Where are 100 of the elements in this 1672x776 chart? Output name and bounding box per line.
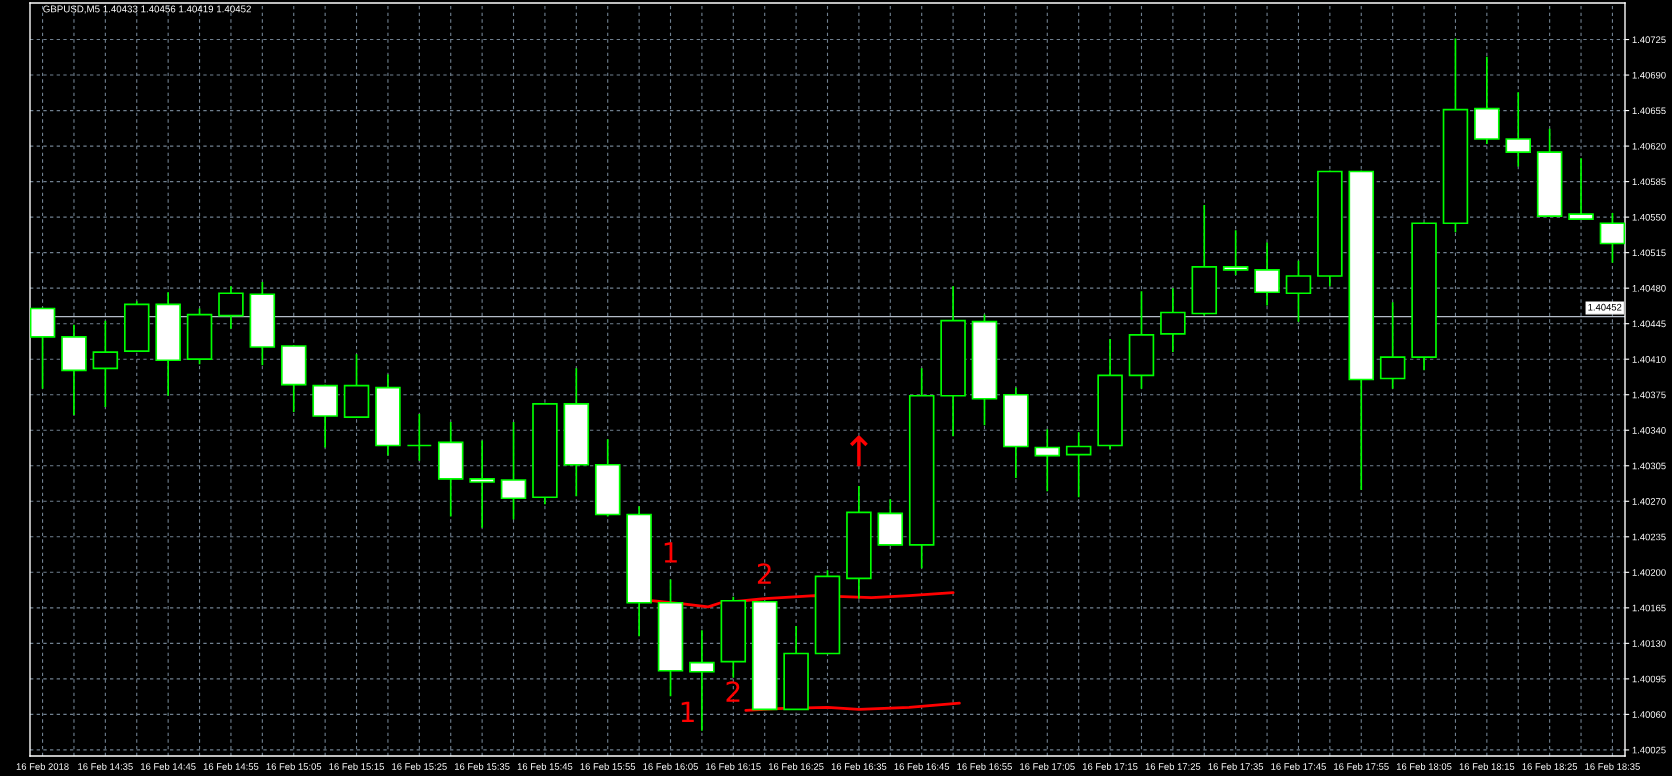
annotation: 2 bbox=[757, 563, 771, 584]
candlestick bbox=[908, 367, 935, 570]
candlestick bbox=[406, 413, 433, 462]
x-tick-label: 16 Feb 17:45 bbox=[1271, 762, 1326, 770]
candlestick bbox=[1254, 241, 1280, 307]
candlestick bbox=[1285, 259, 1312, 323]
x-tick-label: 16 Feb 16:55 bbox=[957, 762, 1012, 770]
chart-title: GBPUSD,M5 1.40433 1.40456 1.40419 1.40452 bbox=[43, 5, 251, 14]
y-tick-label: 1.40200 bbox=[1632, 569, 1666, 576]
candlestick bbox=[720, 595, 747, 679]
x-tick-label: 16 Feb 2018 bbox=[16, 762, 69, 770]
candlestick bbox=[1034, 428, 1061, 492]
candlestick bbox=[1065, 431, 1092, 499]
candlestick bbox=[1505, 91, 1532, 168]
y-tick-label: 1.40235 bbox=[1632, 533, 1666, 541]
x-tick-label: 16 Feb 15:55 bbox=[580, 762, 636, 770]
x-tick-label: 16 Feb 16:35 bbox=[831, 762, 887, 770]
y-tick-label: 1.40340 bbox=[1632, 427, 1666, 434]
candlestick bbox=[155, 291, 181, 397]
candlestick bbox=[626, 505, 652, 638]
candlestick bbox=[846, 485, 872, 600]
candlestick bbox=[1191, 204, 1218, 317]
x-tick-label: 16 Feb 18:25 bbox=[1522, 762, 1578, 770]
candlestick bbox=[280, 344, 307, 413]
candlestick bbox=[92, 319, 119, 408]
candlestick bbox=[1474, 55, 1500, 145]
x-tick-label: 16 Feb 18:05 bbox=[1396, 762, 1452, 770]
candlestick bbox=[657, 578, 684, 697]
candlestick bbox=[940, 285, 966, 438]
y-tick-label: 1.40620 bbox=[1632, 142, 1666, 150]
candlestick bbox=[1536, 128, 1563, 217]
candlestick bbox=[1160, 287, 1186, 353]
x-tick-label: 16 Feb 16:15 bbox=[706, 762, 761, 770]
candlestick bbox=[751, 599, 778, 712]
y-tick-label: 1.40305 bbox=[1632, 462, 1666, 470]
x-tick-label: 16 Feb 15:25 bbox=[392, 762, 447, 770]
x-tick-label: 16 Feb 17:25 bbox=[1145, 762, 1201, 770]
annotation: ↑ bbox=[849, 435, 868, 467]
y-tick-label: 1.40375 bbox=[1632, 391, 1666, 399]
x-tick-label: 16 Feb 15:45 bbox=[517, 762, 573, 770]
candlestick bbox=[1003, 386, 1029, 479]
y-tick-label: 1.40060 bbox=[1632, 711, 1666, 718]
candlestick bbox=[1317, 169, 1343, 287]
candlestick bbox=[1128, 290, 1155, 390]
y-tick-label: 1.40410 bbox=[1632, 356, 1666, 363]
y-tick-label: 1.40130 bbox=[1632, 640, 1666, 647]
candlestick bbox=[1411, 221, 1437, 372]
candlestick bbox=[218, 285, 244, 330]
y-tick-label: 1.40165 bbox=[1632, 604, 1666, 612]
candlestick bbox=[532, 403, 558, 506]
candlestick bbox=[312, 383, 338, 449]
candlestick bbox=[1097, 338, 1123, 451]
x-tick-label: 16 Feb 18:15 bbox=[1459, 762, 1515, 770]
candlestick bbox=[343, 353, 370, 419]
candlestick bbox=[563, 367, 590, 498]
annotation: 2 bbox=[726, 681, 740, 702]
x-tick-label: 16 Feb 16:45 bbox=[894, 762, 950, 770]
candlestick bbox=[469, 439, 495, 529]
candlestick bbox=[500, 421, 527, 521]
candlestick bbox=[877, 498, 904, 546]
y-tick-label: 1.40725 bbox=[1632, 36, 1666, 44]
x-tick-label: 16 Feb 15:05 bbox=[266, 762, 322, 770]
y-tick-label: 1.40550 bbox=[1632, 213, 1666, 221]
candlestick bbox=[1568, 157, 1594, 220]
annotation: 1 bbox=[681, 701, 694, 723]
x-tick-label: 16 Feb 17:15 bbox=[1082, 762, 1138, 770]
candlestick bbox=[814, 569, 841, 655]
y-tick-label: 1.40480 bbox=[1632, 284, 1666, 292]
annotation: 1 bbox=[664, 542, 677, 563]
y-tick-label: 1.40025 bbox=[1632, 746, 1666, 754]
x-tick-label: 16 Feb 17:55 bbox=[1334, 762, 1389, 770]
candlestick bbox=[61, 323, 87, 416]
x-tick-label: 16 Feb 14:35 bbox=[78, 762, 133, 770]
x-tick-label: 16 Feb 18:35 bbox=[1585, 762, 1640, 770]
candlestick bbox=[1379, 301, 1406, 390]
x-tick-label: 16 Feb 14:45 bbox=[141, 762, 196, 770]
x-tick-label: 16 Feb 16:05 bbox=[643, 762, 698, 770]
y-tick-label: 1.40445 bbox=[1632, 320, 1666, 328]
candlestick bbox=[437, 421, 464, 518]
candlestick bbox=[375, 373, 401, 457]
x-tick-label: 16 Feb 17:05 bbox=[1020, 762, 1075, 770]
x-tick-label: 16 Feb 15:15 bbox=[329, 762, 384, 770]
candlestick bbox=[783, 625, 809, 712]
y-tick-label: 1.40655 bbox=[1632, 107, 1666, 115]
x-tick-label: 16 Feb 17:35 bbox=[1208, 762, 1264, 770]
candlestick bbox=[1222, 229, 1249, 276]
x-tick-label: 16 Feb 14:55 bbox=[203, 762, 259, 770]
candlestick bbox=[1442, 37, 1469, 234]
x-tick-label: 16 Feb 16:25 bbox=[768, 762, 824, 770]
ref-line-label: 1.40452 bbox=[1588, 303, 1622, 311]
y-tick-label: 1.40690 bbox=[1632, 71, 1666, 79]
candlestick bbox=[249, 281, 276, 367]
y-tick-label: 1.40585 bbox=[1632, 178, 1666, 186]
candlestick bbox=[186, 307, 213, 366]
candlestick bbox=[971, 313, 998, 427]
y-tick-label: 1.40095 bbox=[1632, 675, 1666, 683]
candlestick bbox=[123, 300, 150, 353]
x-tick-label: 16 Feb 15:35 bbox=[455, 762, 510, 770]
y-tick-label: 1.40270 bbox=[1632, 498, 1666, 505]
candlestick bbox=[594, 438, 621, 518]
